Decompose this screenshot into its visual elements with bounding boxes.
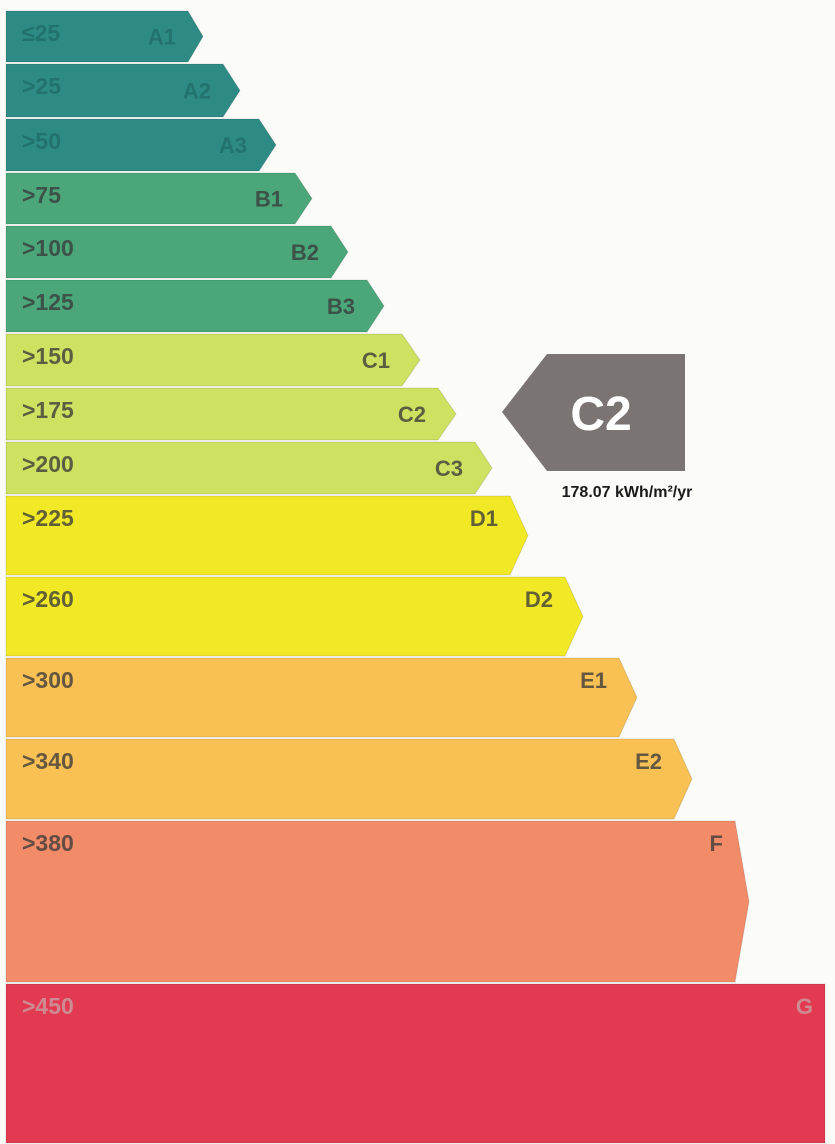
indicator-grade-label: C2 [570, 388, 631, 441]
band-threshold-label: >25 [22, 73, 61, 99]
band-grade-label: B3 [327, 294, 355, 319]
band-bar [5, 657, 638, 738]
band-grade-label: A1 [148, 25, 176, 50]
band-threshold-label: >150 [22, 343, 74, 369]
band-e1: >300 E1 [5, 657, 638, 738]
band-bar [5, 441, 493, 495]
band-e2: >340 E2 [5, 738, 693, 820]
band-bar [5, 63, 241, 118]
band-grade-label: C3 [435, 456, 463, 481]
band-grade-label: A2 [183, 79, 211, 104]
band-bar [5, 10, 204, 63]
band-threshold-label: >175 [22, 397, 74, 423]
band-bar [5, 495, 529, 576]
band-b3: >125 B3 [5, 279, 385, 333]
band-grade-label: E2 [635, 749, 662, 774]
indicator-value-label: 178.07 kWh/m²/yr [562, 484, 693, 501]
band-threshold-label: >300 [22, 667, 74, 693]
band-threshold-label: >260 [22, 586, 74, 612]
band-threshold-label: ≤25 [22, 20, 60, 46]
band-bar [5, 576, 584, 657]
band-threshold-label: >450 [22, 993, 74, 1019]
band-threshold-label: >125 [22, 289, 74, 315]
band-a2: >25 A2 [5, 63, 241, 118]
band-bar [5, 820, 750, 983]
band-grade-label: B2 [291, 240, 319, 265]
band-grade-label: C2 [398, 402, 426, 427]
band-grade-label: C1 [362, 348, 390, 373]
band-threshold-label: >100 [22, 235, 74, 261]
band-threshold-label: >200 [22, 451, 74, 477]
band-a3: >50 A3 [5, 118, 277, 172]
band-bar [5, 983, 826, 1144]
band-bar [5, 333, 421, 387]
band-bar [5, 738, 693, 820]
band-bar [5, 225, 349, 279]
band-threshold-label: >50 [22, 128, 61, 154]
band-b1: >75 B1 [5, 172, 313, 225]
band-bar [5, 387, 457, 441]
band-c1: >150 C1 [5, 333, 421, 387]
band-bar [5, 279, 385, 333]
band-b2: >100 B2 [5, 225, 349, 279]
band-threshold-label: >380 [22, 830, 74, 856]
indicator-arrow [502, 354, 685, 471]
band-bar [5, 118, 277, 172]
band-threshold-label: >340 [22, 748, 74, 774]
band-threshold-label: >225 [22, 505, 74, 531]
rating-bands: ≤25 A1>25 A2>50 A3>75 B1>100 B2>125 B3>150 C1>1… [5, 10, 826, 1144]
band-a1: ≤25 A1 [5, 10, 204, 63]
band-grade-label: D2 [525, 587, 553, 612]
current-rating-indicator: C2 178.07 kWh/m²/yr [502, 354, 692, 501]
band-f: >380 F [5, 820, 750, 983]
band-c2: >175 C2 [5, 387, 457, 441]
band-d1: >225 D1 [5, 495, 529, 576]
band-threshold-label: >75 [22, 182, 61, 208]
band-grade-label: B1 [255, 187, 283, 212]
band-grade-label: E1 [580, 668, 607, 693]
band-bar [5, 172, 313, 225]
band-c3: >200 C3 [5, 441, 493, 495]
band-grade-label: F [710, 831, 723, 856]
band-g: >450 G [5, 983, 826, 1144]
band-grade-label: A3 [219, 133, 247, 158]
band-d2: >260 D2 [5, 576, 584, 657]
band-grade-label: D1 [470, 506, 498, 531]
band-grade-label: G [796, 994, 813, 1019]
